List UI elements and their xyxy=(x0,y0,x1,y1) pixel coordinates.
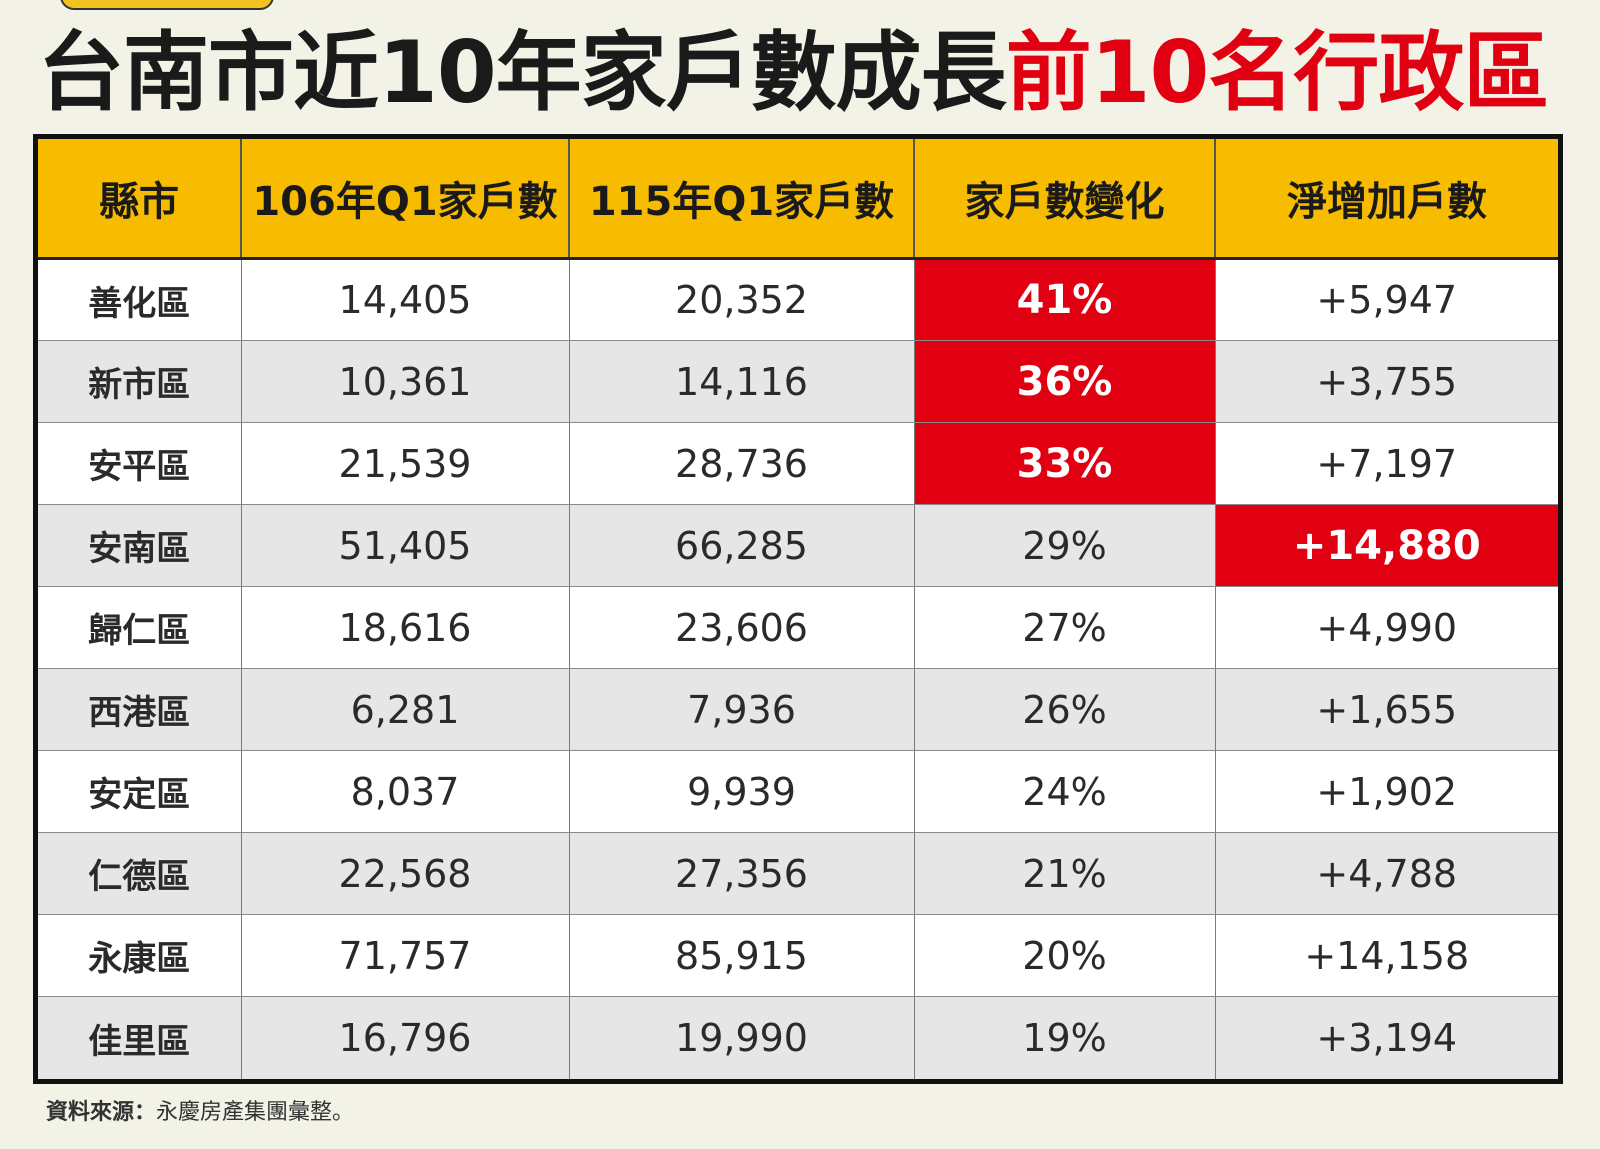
cell-net-increase: +1,902 xyxy=(1214,750,1558,834)
cell-change: 29% xyxy=(913,504,1215,588)
table-row: 永康區 71,757 85,915 20% +14,158 xyxy=(38,914,1558,998)
cell-households-115: 66,285 xyxy=(568,504,914,588)
column-header-households-115: 115年Q1家戶數 xyxy=(568,139,914,260)
cell-district: 仁德區 xyxy=(38,832,241,916)
source-label: 資料來源： xyxy=(46,1100,157,1125)
column-header-households-106: 106年Q1家戶數 xyxy=(240,139,569,260)
cell-households-106: 21,539 xyxy=(240,422,569,506)
top-decoration-tab xyxy=(60,0,274,10)
cell-district: 西港區 xyxy=(38,668,241,752)
cell-change: 27% xyxy=(913,586,1215,670)
table-row: 歸仁區 18,616 23,606 27% +4,990 xyxy=(38,586,1558,670)
cell-change: 20% xyxy=(913,914,1215,998)
cell-households-115: 20,352 xyxy=(568,258,914,342)
page-title: 台南市近10年家戶數成長前10名行政區 xyxy=(38,18,1568,128)
column-header-district: 縣市 xyxy=(38,139,241,260)
column-header-change: 家戶數變化 xyxy=(913,139,1215,260)
cell-district: 新市區 xyxy=(38,340,241,424)
cell-net-increase: +5,947 xyxy=(1214,258,1558,342)
cell-district: 安平區 xyxy=(38,422,241,506)
table-row: 仁德區 22,568 27,356 21% +4,788 xyxy=(38,832,1558,916)
cell-households-115: 14,116 xyxy=(568,340,914,424)
table-row: 善化區 14,405 20,352 41% +5,947 xyxy=(38,258,1558,342)
cell-change: 33% xyxy=(913,422,1215,506)
table-header-row: 縣市 106年Q1家戶數 115年Q1家戶數 家戶數變化 淨增加戶數 xyxy=(38,139,1558,260)
cell-households-115: 9,939 xyxy=(568,750,914,834)
cell-district: 安南區 xyxy=(38,504,241,588)
table-row: 新市區 10,361 14,116 36% +3,755 xyxy=(38,340,1558,424)
cell-households-115: 7,936 xyxy=(568,668,914,752)
cell-district: 善化區 xyxy=(38,258,241,342)
column-header-net-increase: 淨增加戶數 xyxy=(1214,139,1558,260)
cell-change: 19% xyxy=(913,996,1215,1079)
cell-net-increase: +14,880 xyxy=(1214,504,1558,588)
household-growth-table: 縣市 106年Q1家戶數 115年Q1家戶數 家戶數變化 淨增加戶數 善化區 14… xyxy=(38,139,1558,1079)
table-body: 善化區 14,405 20,352 41% +5,947 新市區 10,361 14,116 3… xyxy=(38,258,1558,1079)
source-text: 永慶房產集團彙整。 xyxy=(156,1100,355,1125)
cell-change: 21% xyxy=(913,832,1215,916)
table-row: 西港區 6,281 7,936 26% +1,655 xyxy=(38,668,1558,752)
cell-households-106: 71,757 xyxy=(240,914,569,998)
cell-net-increase: +4,788 xyxy=(1214,832,1558,916)
cell-district: 永康區 xyxy=(38,914,241,998)
cell-district: 安定區 xyxy=(38,750,241,834)
table-row: 安平區 21,539 28,736 33% +7,197 xyxy=(38,422,1558,506)
cell-households-106: 18,616 xyxy=(240,586,569,670)
source-note: 資料來源：永慶房產集團彙整。 xyxy=(46,1094,354,1126)
title-main: 台南市近10年家戶數成長 xyxy=(38,23,1007,123)
table-row: 安南區 51,405 66,285 29% +14,880 xyxy=(38,504,1558,588)
cell-households-115: 85,915 xyxy=(568,914,914,998)
cell-households-106: 14,405 xyxy=(240,258,569,342)
cell-households-106: 10,361 xyxy=(240,340,569,424)
cell-households-106: 16,796 xyxy=(240,996,569,1079)
cell-net-increase: +1,655 xyxy=(1214,668,1558,752)
title-accent: 前10名行政區 xyxy=(1005,23,1550,123)
cell-households-115: 23,606 xyxy=(568,586,914,670)
cell-households-115: 28,736 xyxy=(568,422,914,506)
cell-change: 26% xyxy=(913,668,1215,752)
cell-change: 24% xyxy=(913,750,1215,834)
cell-net-increase: +7,197 xyxy=(1214,422,1558,506)
cell-district: 歸仁區 xyxy=(38,586,241,670)
cell-households-106: 22,568 xyxy=(240,832,569,916)
table-row: 佳里區 16,796 19,990 19% +3,194 xyxy=(38,996,1558,1079)
cell-households-106: 51,405 xyxy=(240,504,569,588)
table-row: 安定區 8,037 9,939 24% +1,902 xyxy=(38,750,1558,834)
cell-households-115: 19,990 xyxy=(568,996,914,1079)
cell-net-increase: +4,990 xyxy=(1214,586,1558,670)
cell-households-115: 27,356 xyxy=(568,832,914,916)
cell-net-increase: +3,194 xyxy=(1214,996,1558,1079)
cell-change: 41% xyxy=(913,258,1215,342)
household-table-frame: 縣市 106年Q1家戶數 115年Q1家戶數 家戶數變化 淨增加戶數 善化區 14… xyxy=(33,134,1563,1084)
cell-net-increase: +3,755 xyxy=(1214,340,1558,424)
cell-change: 36% xyxy=(913,340,1215,424)
cell-district: 佳里區 xyxy=(38,996,241,1079)
cell-net-increase: +14,158 xyxy=(1214,914,1558,998)
cell-households-106: 8,037 xyxy=(240,750,569,834)
cell-households-106: 6,281 xyxy=(240,668,569,752)
